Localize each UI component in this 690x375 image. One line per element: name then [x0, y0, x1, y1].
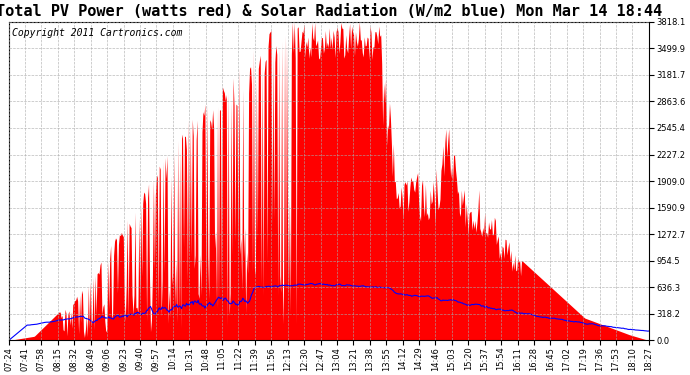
Text: Copyright 2011 Cartronics.com: Copyright 2011 Cartronics.com	[12, 28, 182, 38]
Title: Total PV Power (watts red) & Solar Radiation (W/m2 blue) Mon Mar 14 18:44: Total PV Power (watts red) & Solar Radia…	[0, 4, 662, 19]
